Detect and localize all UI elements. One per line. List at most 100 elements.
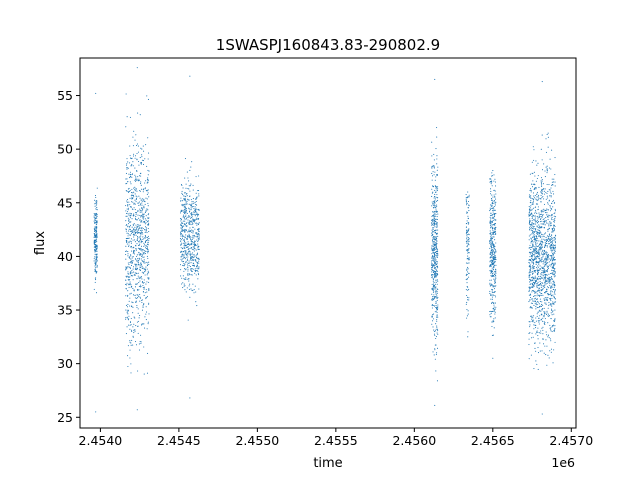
data-point (192, 289, 194, 292)
data-point (184, 206, 186, 208)
data-point (138, 289, 140, 291)
data-point (194, 201, 196, 204)
data-point (532, 236, 534, 238)
data-point (494, 214, 496, 216)
data-point (143, 199, 145, 201)
data-point (494, 203, 496, 205)
data-point (141, 230, 143, 232)
data-point (190, 257, 192, 260)
data-point (148, 237, 150, 240)
data-point (435, 261, 437, 263)
data-point (533, 234, 535, 236)
data-point (528, 277, 530, 279)
data-point (133, 187, 135, 189)
data-point (529, 278, 531, 280)
data-point (436, 163, 438, 165)
data-point (492, 255, 494, 258)
data-point (125, 250, 128, 252)
data-point (546, 256, 548, 258)
data-point (531, 255, 533, 257)
data-point (129, 190, 131, 193)
data-point (495, 273, 497, 275)
data-point (432, 191, 434, 193)
data-point (431, 323, 433, 325)
data-point (546, 299, 548, 301)
data-point (137, 160, 140, 163)
data-point (94, 214, 96, 216)
data-point (536, 196, 538, 198)
data-point (550, 312, 552, 314)
data-point (192, 189, 194, 191)
data-point (493, 194, 495, 196)
data-point (468, 262, 470, 264)
data-point (535, 251, 538, 253)
data-point (532, 201, 534, 203)
data-point (549, 246, 551, 248)
data-point (134, 330, 136, 332)
data-point (139, 314, 141, 317)
data-point (182, 220, 184, 222)
data-point (138, 229, 140, 231)
data-point (189, 216, 191, 218)
data-point (494, 313, 496, 315)
data-point (552, 224, 555, 226)
data-point (538, 246, 541, 248)
data-point (467, 207, 470, 209)
data-point (492, 206, 494, 208)
data-point (136, 306, 138, 308)
data-point (490, 245, 492, 247)
data-point (434, 284, 436, 287)
data-point (143, 294, 145, 297)
data-point (493, 174, 495, 176)
data-point (184, 231, 186, 233)
data-point (539, 350, 541, 352)
data-point (195, 236, 197, 238)
data-point (546, 258, 548, 260)
data-point (541, 253, 543, 255)
data-point (538, 283, 540, 286)
data-point (137, 237, 139, 239)
data-point (197, 239, 199, 241)
data-point (436, 332, 438, 334)
data-point (435, 221, 437, 223)
data-point (186, 246, 188, 248)
data-point (489, 247, 491, 249)
data-point (529, 209, 532, 211)
data-point (187, 256, 189, 258)
data-point (541, 236, 543, 238)
data-point (547, 136, 549, 138)
data-point (466, 242, 468, 244)
data-point (542, 282, 544, 284)
data-point (198, 266, 200, 268)
data-point (539, 243, 541, 245)
data-point (547, 236, 549, 238)
data-point (491, 202, 493, 204)
data-point (126, 200, 128, 202)
data-point (195, 196, 198, 198)
data-point (494, 231, 496, 233)
data-point (186, 235, 189, 237)
data-point (126, 241, 128, 244)
data-point (532, 321, 534, 323)
data-point (553, 320, 556, 323)
data-point (528, 301, 530, 303)
data-point (125, 93, 127, 95)
data-point (549, 350, 551, 352)
data-point (433, 304, 435, 307)
data-point (542, 263, 544, 265)
data-point (130, 262, 132, 264)
data-point (465, 198, 467, 200)
data-point (532, 268, 534, 270)
data-point (431, 233, 433, 235)
data-point (539, 294, 541, 296)
data-point (468, 196, 470, 198)
data-point (135, 258, 137, 260)
data-point (191, 229, 193, 231)
data-point (492, 230, 494, 232)
data-point (142, 323, 144, 325)
data-point (134, 139, 136, 141)
data-point (138, 202, 140, 204)
data-point (129, 240, 131, 242)
data-point (535, 308, 537, 310)
data-point (434, 256, 436, 259)
